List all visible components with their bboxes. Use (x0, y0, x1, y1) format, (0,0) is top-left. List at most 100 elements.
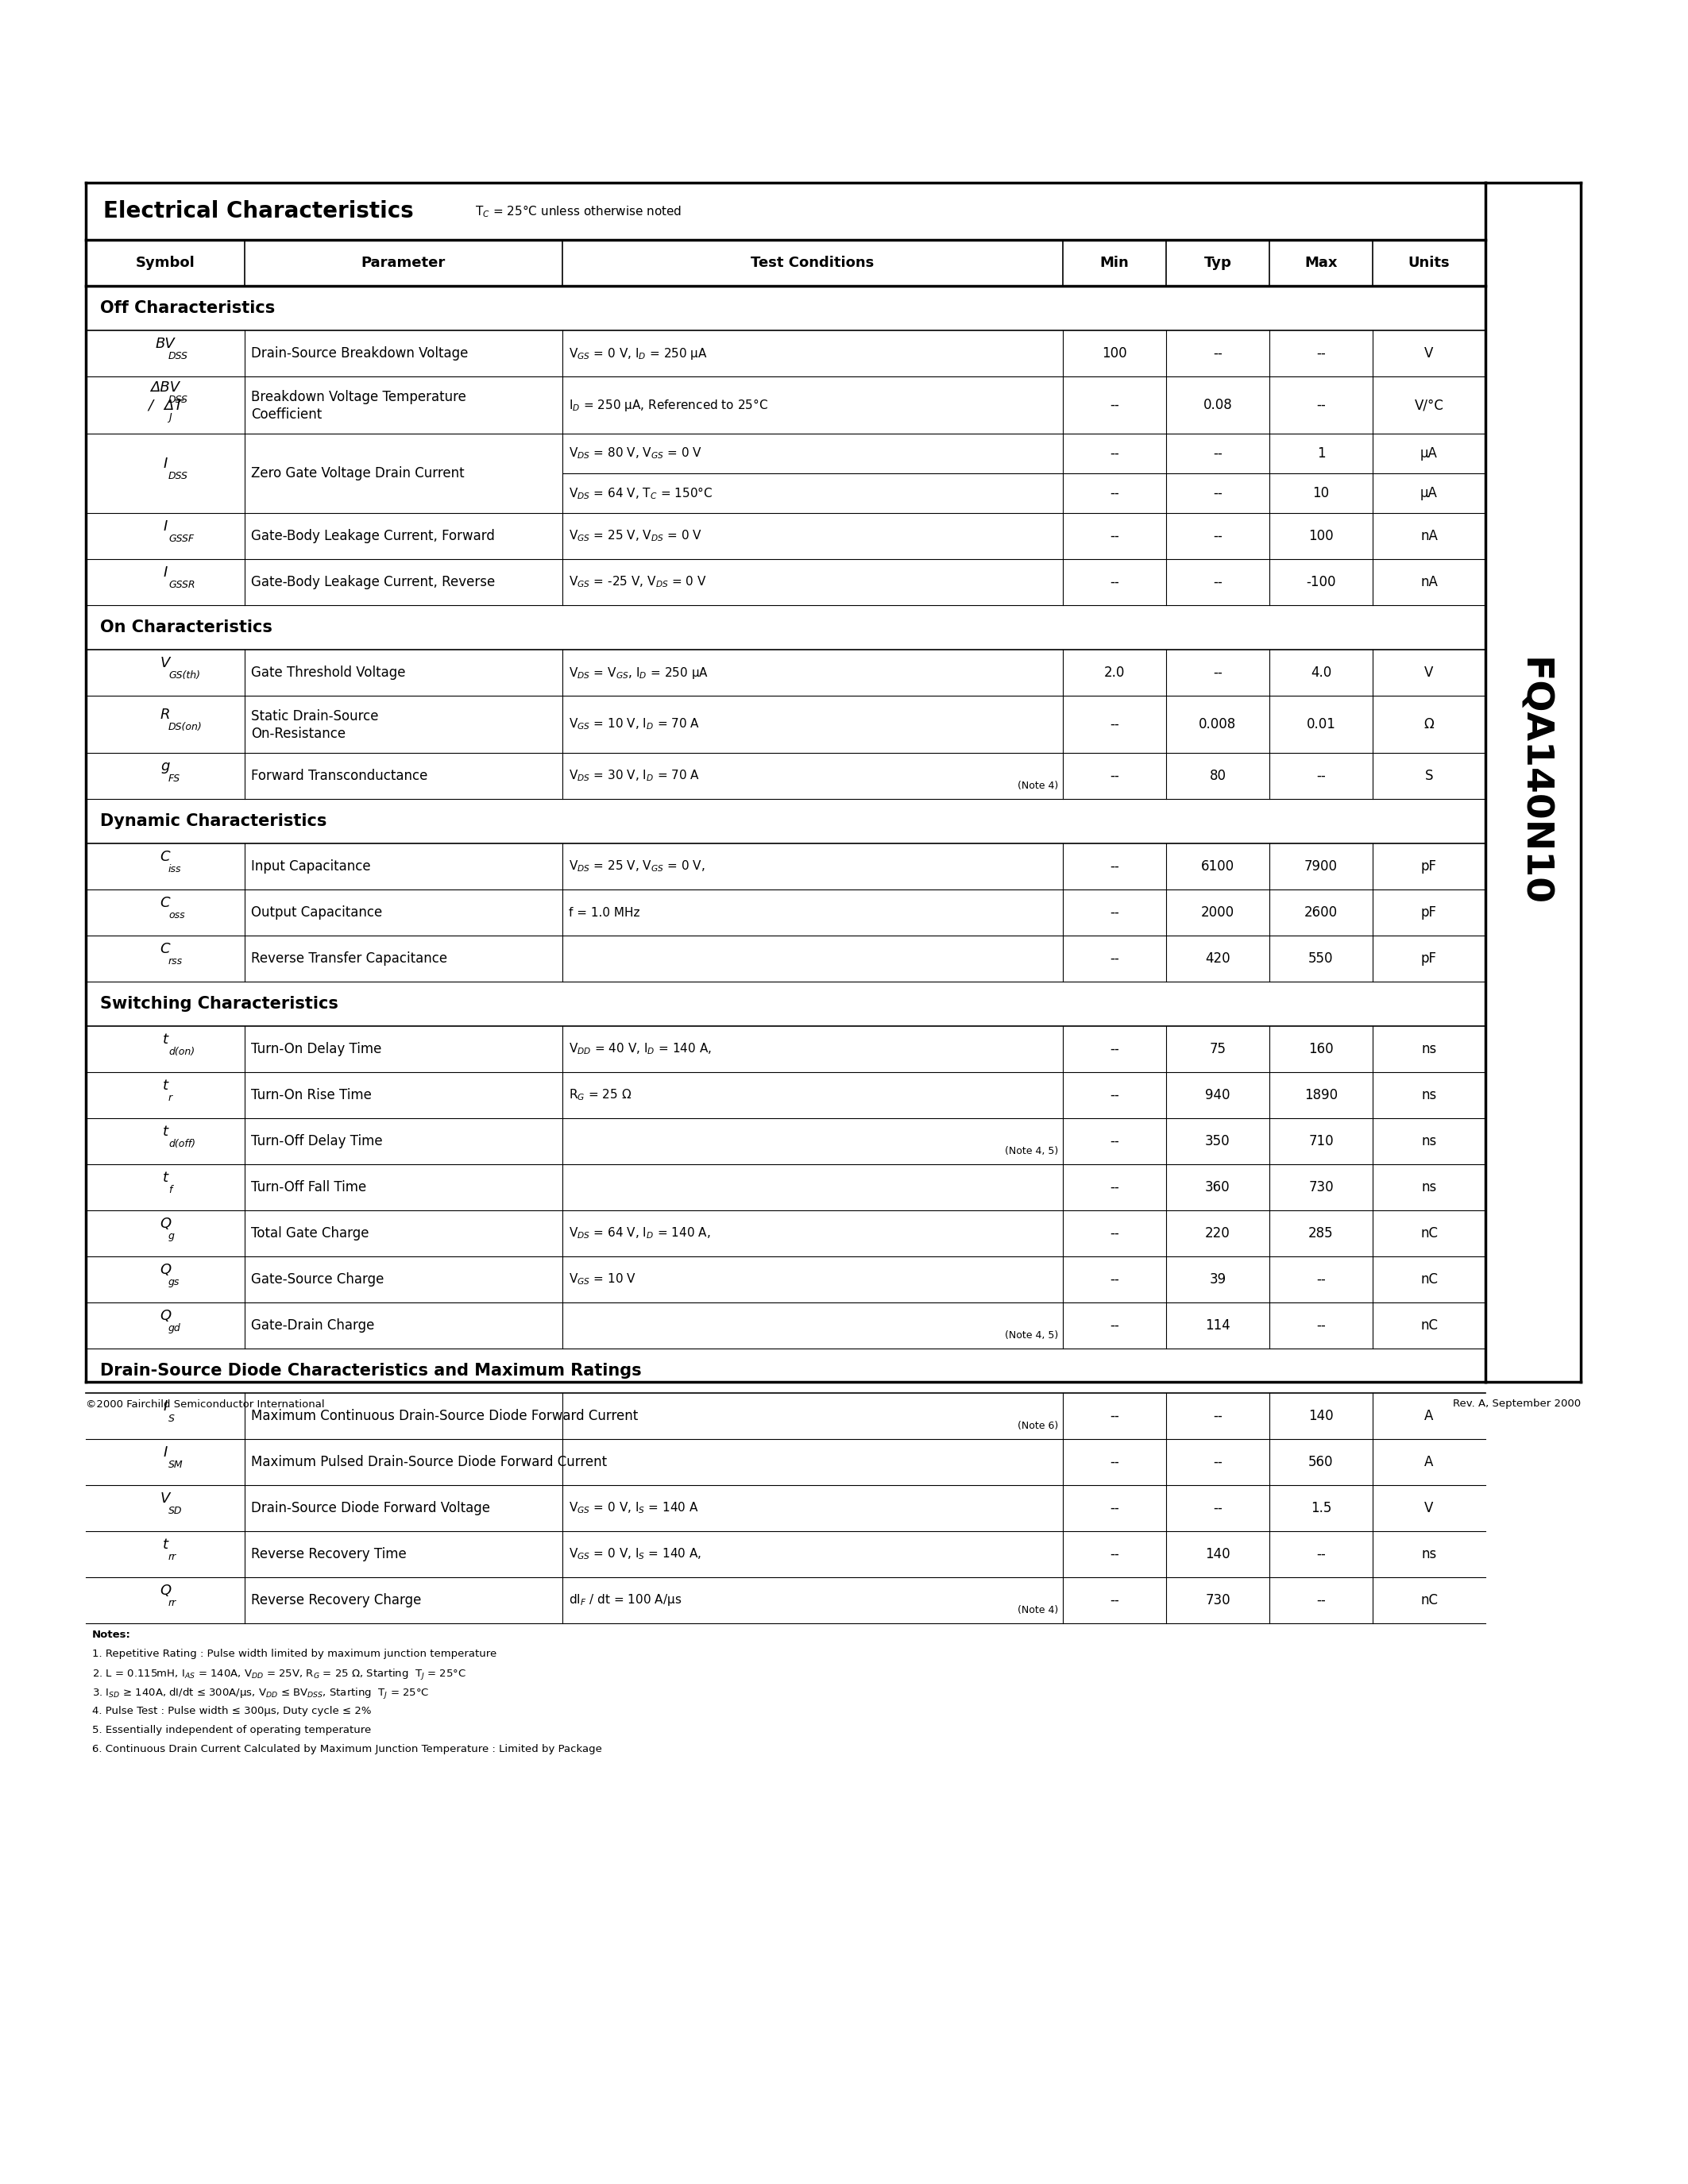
Text: Off Characteristics: Off Characteristics (100, 299, 275, 317)
Text: -100: -100 (1307, 574, 1335, 590)
Text: rss: rss (169, 957, 182, 968)
Text: C: C (160, 895, 170, 911)
Text: --: -- (1109, 529, 1119, 544)
Text: On Characteristics: On Characteristics (100, 620, 272, 636)
Text: BV: BV (155, 336, 176, 352)
Text: --: -- (1214, 666, 1222, 679)
Text: Gate-Body Leakage Current, Forward: Gate-Body Leakage Current, Forward (252, 529, 495, 544)
Text: GSSF: GSSF (169, 533, 194, 544)
Text: SM: SM (169, 1459, 184, 1470)
Text: pF: pF (1421, 952, 1436, 965)
Text: V$_{DS}$ = 64 V, T$_C$ = 150°C: V$_{DS}$ = 64 V, T$_C$ = 150°C (569, 485, 712, 500)
Text: V$_{GS}$ = 0 V, I$_D$ = 250 μA: V$_{GS}$ = 0 V, I$_D$ = 250 μA (569, 345, 707, 360)
Text: ns: ns (1421, 1088, 1436, 1103)
Text: Q: Q (160, 1216, 170, 1232)
Text: --: -- (1109, 716, 1119, 732)
Text: V$_{DS}$ = 25 V, V$_{GS}$ = 0 V,: V$_{DS}$ = 25 V, V$_{GS}$ = 0 V, (569, 858, 706, 874)
Text: Min: Min (1101, 256, 1129, 271)
Text: DSS: DSS (169, 472, 187, 480)
Text: Parameter: Parameter (361, 256, 446, 271)
Text: 7900: 7900 (1305, 858, 1337, 874)
Text: 2.0: 2.0 (1104, 666, 1124, 679)
Text: T$_C$ = 25°C unless otherwise noted: T$_C$ = 25°C unless otherwise noted (474, 203, 682, 218)
Text: 4.0: 4.0 (1310, 666, 1332, 679)
Text: ns: ns (1421, 1042, 1436, 1057)
Text: S: S (1425, 769, 1433, 784)
Text: 4. Pulse Test : Pulse width ≤ 300μs, Duty cycle ≤ 2%: 4. Pulse Test : Pulse width ≤ 300μs, Dut… (93, 1706, 371, 1717)
Text: Notes:: Notes: (93, 1629, 132, 1640)
Text: Input Capacitance: Input Capacitance (252, 858, 371, 874)
Text: f = 1.0 MHz: f = 1.0 MHz (569, 906, 640, 919)
Text: 114: 114 (1205, 1319, 1231, 1332)
Text: Q: Q (160, 1262, 170, 1278)
Text: I: I (164, 520, 167, 533)
Text: 285: 285 (1308, 1225, 1334, 1241)
Text: Typ: Typ (1204, 256, 1232, 271)
Text: --: -- (1109, 858, 1119, 874)
Text: ns: ns (1421, 1546, 1436, 1562)
Text: Drain-Source Breakdown Voltage: Drain-Source Breakdown Voltage (252, 347, 468, 360)
Text: --: -- (1214, 1455, 1222, 1470)
Text: DSS: DSS (169, 352, 187, 360)
Text: t: t (162, 1033, 169, 1046)
Text: Switching Characteristics: Switching Characteristics (100, 996, 338, 1011)
Text: V$_{DS}$ = 80 V, V$_{GS}$ = 0 V: V$_{DS}$ = 80 V, V$_{GS}$ = 0 V (569, 446, 702, 461)
Text: 2. L = 0.115mH, I$_{AS}$ = 140A, V$_{DD}$ = 25V, R$_G$ = 25 Ω, Starting  T$_J$ =: 2. L = 0.115mH, I$_{AS}$ = 140A, V$_{DD}… (93, 1669, 466, 1682)
Text: C: C (160, 941, 170, 957)
Text: V$_{GS}$ = 25 V, V$_{DS}$ = 0 V: V$_{GS}$ = 25 V, V$_{DS}$ = 0 V (569, 529, 702, 544)
Text: 560: 560 (1308, 1455, 1334, 1470)
Text: Rev. A, September 2000: Rev. A, September 2000 (1453, 1400, 1580, 1409)
Text: 160: 160 (1308, 1042, 1334, 1057)
Text: --: -- (1214, 529, 1222, 544)
Text: Zero Gate Voltage Drain Current: Zero Gate Voltage Drain Current (252, 465, 464, 480)
Text: DSS: DSS (169, 395, 187, 404)
Text: Q: Q (160, 1308, 170, 1324)
Text: I: I (164, 1446, 167, 1459)
Text: gd: gd (169, 1324, 181, 1334)
Text: --: -- (1109, 1133, 1119, 1149)
Text: V/°C: V/°C (1415, 397, 1443, 413)
Text: pF: pF (1421, 858, 1436, 874)
Text: SD: SD (169, 1505, 182, 1516)
Text: --: -- (1109, 446, 1119, 461)
Text: (Note 4): (Note 4) (1018, 1605, 1058, 1616)
Text: --: -- (1317, 397, 1325, 413)
Text: 6100: 6100 (1202, 858, 1234, 874)
Text: R: R (160, 708, 170, 723)
Text: --: -- (1214, 446, 1222, 461)
Text: --: -- (1109, 1319, 1119, 1332)
Text: Gate Threshold Voltage: Gate Threshold Voltage (252, 666, 405, 679)
Text: nC: nC (1420, 1225, 1438, 1241)
Text: nA: nA (1420, 529, 1438, 544)
Text: --: -- (1109, 906, 1119, 919)
Text: I: I (164, 456, 167, 472)
Text: 2000: 2000 (1202, 906, 1234, 919)
Text: nC: nC (1420, 1592, 1438, 1607)
Text: Drain-Source Diode Forward Voltage: Drain-Source Diode Forward Voltage (252, 1500, 490, 1516)
Text: C: C (160, 850, 170, 865)
Text: Max: Max (1305, 256, 1337, 271)
Text: On-Resistance: On-Resistance (252, 727, 346, 740)
Text: t: t (162, 1171, 169, 1186)
Text: V$_{GS}$ = 0 V, I$_S$ = 140 A,: V$_{GS}$ = 0 V, I$_S$ = 140 A, (569, 1546, 702, 1562)
Text: 730: 730 (1205, 1592, 1231, 1607)
Text: 1. Repetitive Rating : Pulse width limited by maximum junction temperature: 1. Repetitive Rating : Pulse width limit… (93, 1649, 496, 1660)
Text: V: V (1425, 347, 1433, 360)
Text: --: -- (1109, 1273, 1119, 1286)
Text: 75: 75 (1209, 1042, 1225, 1057)
Text: t: t (162, 1125, 169, 1138)
Text: 1: 1 (1317, 446, 1325, 461)
Text: --: -- (1317, 1319, 1325, 1332)
Text: GS(th): GS(th) (169, 670, 201, 681)
Text: g: g (160, 760, 170, 773)
Text: 6. Continuous Drain Current Calculated by Maximum Junction Temperature : Limited: 6. Continuous Drain Current Calculated b… (93, 1745, 603, 1754)
Text: μA: μA (1420, 487, 1438, 500)
Text: Static Drain-Source: Static Drain-Source (252, 710, 378, 723)
Text: --: -- (1109, 1546, 1119, 1562)
Text: Forward Transconductance: Forward Transconductance (252, 769, 427, 784)
Text: Dynamic Characteristics: Dynamic Characteristics (100, 812, 327, 830)
Text: iss: iss (169, 865, 182, 874)
Text: 710: 710 (1308, 1133, 1334, 1149)
Text: --: -- (1109, 574, 1119, 590)
Text: --: -- (1109, 1409, 1119, 1424)
